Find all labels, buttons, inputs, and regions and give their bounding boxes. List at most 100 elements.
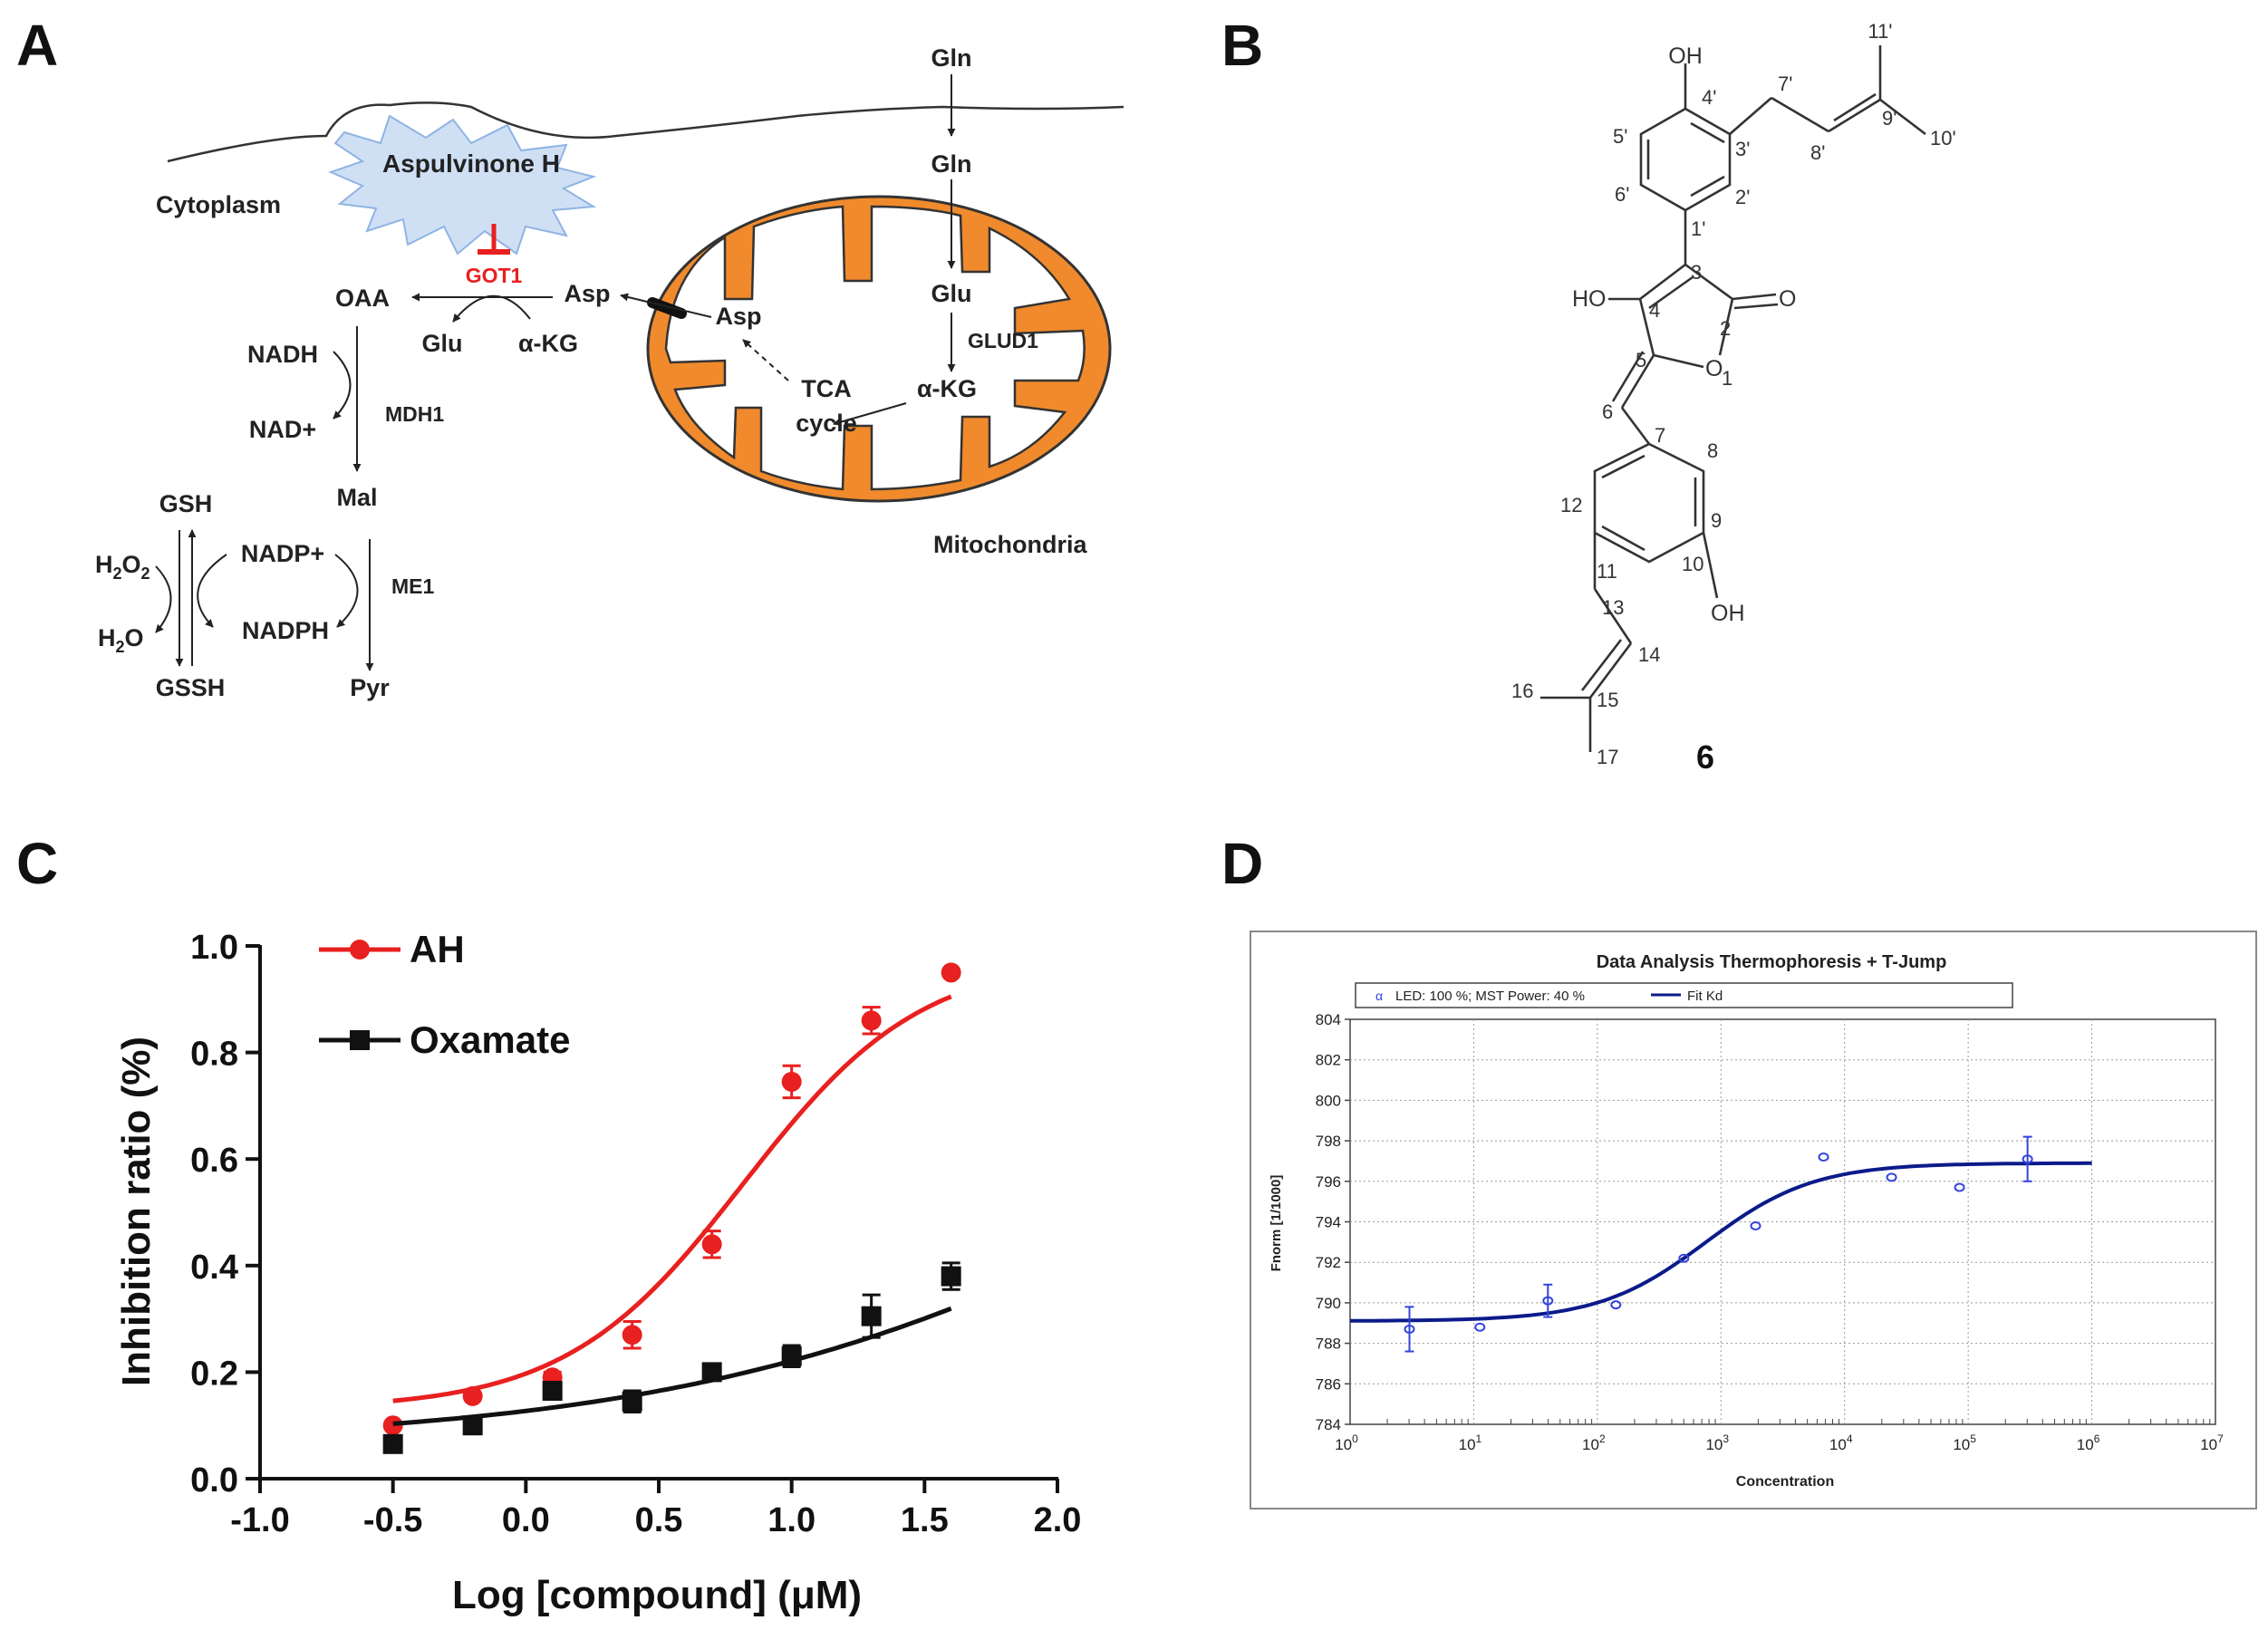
legend-oxamate-label: Oxamate bbox=[410, 1018, 570, 1061]
h2o-label: H2O bbox=[98, 624, 144, 656]
atom-8: 8 bbox=[1707, 439, 1718, 462]
glud1-label: GLUD1 bbox=[968, 329, 1038, 352]
d-legend-point-symbol: α bbox=[1375, 989, 1383, 1003]
atom-7: 7 bbox=[1655, 424, 1665, 447]
c-xtick-label: 2.0 bbox=[1034, 1501, 1082, 1539]
c-point-oxamate bbox=[462, 1415, 483, 1436]
c-ytick-label: 0.0 bbox=[190, 1461, 238, 1500]
d-legend-line-label: Fit Kd bbox=[1687, 989, 1723, 1004]
c-ytick-label: 0.6 bbox=[190, 1142, 238, 1180]
panel-b-structure: OH 11' 4' 7' 5' 3' 8' 9' 10' 6' 2' 1' 3 … bbox=[1511, 20, 1956, 776]
c-ytick-label: 0.8 bbox=[190, 1036, 238, 1074]
c-x-label: Log [compound] (μM) bbox=[452, 1573, 862, 1617]
c-point-oxamate bbox=[622, 1391, 642, 1412]
d-ytick-label: 788 bbox=[1316, 1336, 1341, 1353]
oh-top: OH bbox=[1668, 43, 1703, 69]
panel-label-d: D bbox=[1221, 831, 1263, 896]
gsh-label: GSH bbox=[159, 490, 213, 517]
mal-label: Mal bbox=[336, 484, 377, 511]
atom-16: 16 bbox=[1511, 680, 1533, 702]
atom-17: 17 bbox=[1597, 746, 1618, 768]
c-point-ah bbox=[941, 962, 961, 983]
legend-ah-marker bbox=[350, 940, 370, 960]
d-data-point bbox=[1750, 1220, 1761, 1230]
atom-4p: 4' bbox=[1702, 86, 1716, 109]
d-ytick-label: 792 bbox=[1316, 1254, 1341, 1271]
oh-bottom: OH bbox=[1711, 601, 1745, 626]
d-xtick-label: 105 bbox=[1953, 1432, 1976, 1453]
d-xtick-label: 102 bbox=[1582, 1432, 1606, 1453]
asp-mito: Asp bbox=[715, 303, 761, 330]
structure-bonds bbox=[1540, 45, 1926, 752]
c-point-oxamate bbox=[861, 1306, 882, 1326]
cell-membrane bbox=[167, 101, 1124, 163]
atom-2p: 2' bbox=[1735, 186, 1750, 208]
atom-6p: 6' bbox=[1615, 183, 1629, 206]
atom-5p: 5' bbox=[1613, 125, 1627, 148]
mitochondria-label: Mitochondria bbox=[933, 531, 1087, 558]
d-ytick-label: 802 bbox=[1316, 1052, 1341, 1069]
akg-mito: α-KG bbox=[917, 375, 977, 402]
d-data-point bbox=[1886, 1172, 1897, 1182]
c-xtick-label: 0.0 bbox=[502, 1501, 550, 1539]
d-data-point bbox=[1474, 1322, 1486, 1332]
c-ytick-label: 0.2 bbox=[190, 1355, 238, 1393]
c-point-ah bbox=[861, 1010, 882, 1031]
atom-7p: 7' bbox=[1778, 72, 1792, 95]
atom-14: 14 bbox=[1638, 643, 1660, 666]
glu-mito: Glu bbox=[931, 280, 972, 307]
d-ytick-label: 786 bbox=[1316, 1375, 1341, 1393]
d-data-point bbox=[1954, 1182, 1965, 1192]
panel-a-pathway: Aspulvinone H Cytoplasm GOT1 Mitochondri… bbox=[95, 44, 1124, 701]
panel-c-chart: 0.0 0.2 0.4 0.6 0.8 1.0 -1.0 -0.5 0.0 0.5 1.0 1.5 2… bbox=[114, 928, 1081, 1617]
d-xtick-label: 104 bbox=[1829, 1432, 1853, 1453]
asp-cyto: Asp bbox=[564, 280, 610, 307]
c-point-oxamate bbox=[382, 1433, 403, 1454]
c-xtick-label: -1.0 bbox=[230, 1501, 289, 1539]
d-xtick-label: 101 bbox=[1459, 1432, 1482, 1453]
d-data-point bbox=[1818, 1152, 1829, 1162]
nadp-label: NADP+ bbox=[241, 540, 324, 567]
d-ytick-label: 794 bbox=[1316, 1214, 1341, 1231]
c-xtick-label: 0.5 bbox=[635, 1501, 683, 1539]
atom-3p: 3' bbox=[1735, 138, 1750, 160]
d-ytick-label: 790 bbox=[1316, 1295, 1341, 1312]
me1-label: ME1 bbox=[391, 574, 435, 598]
c-ytick-label: 0.4 bbox=[190, 1249, 238, 1287]
aspulvinone-h-starburst bbox=[328, 114, 597, 256]
d-data-point bbox=[1610, 1300, 1622, 1310]
d-legend-point-label: LED: 100 %; MST Power: 40 % bbox=[1395, 989, 1585, 1004]
cytoplasm-label: Cytoplasm bbox=[156, 191, 281, 218]
c-point-oxamate bbox=[941, 1266, 961, 1287]
c-legend: AH Oxamate bbox=[319, 928, 570, 1061]
d-ytick-label: 784 bbox=[1316, 1416, 1341, 1433]
c-point-oxamate bbox=[701, 1362, 722, 1383]
d-xtick-label: 107 bbox=[2200, 1432, 2224, 1453]
atom-11: 11 bbox=[1597, 560, 1617, 583]
gln-outside: Gln bbox=[931, 44, 972, 72]
compound-number: 6 bbox=[1696, 738, 1714, 776]
atom-2: 2 bbox=[1720, 317, 1731, 340]
c-point-ah bbox=[462, 1385, 483, 1406]
d-data-point bbox=[1404, 1324, 1415, 1334]
c-fit-curve-ah bbox=[392, 994, 952, 1403]
atom-6: 6 bbox=[1602, 400, 1613, 423]
c-y-label: Inhibition ratio (%) bbox=[114, 1037, 159, 1386]
atom-9: 9 bbox=[1711, 509, 1722, 532]
atom-15: 15 bbox=[1597, 689, 1618, 711]
c-xtick-label: 1.0 bbox=[767, 1501, 816, 1539]
tca-label: TCA bbox=[801, 375, 852, 402]
atom-1p: 1' bbox=[1691, 217, 1705, 240]
atom-9p: 9' bbox=[1882, 107, 1896, 130]
d-xtick-label: 103 bbox=[1705, 1432, 1729, 1453]
mitochondrion-cristae bbox=[664, 205, 1086, 491]
gssh-label: GSSH bbox=[156, 674, 226, 701]
c-xtick-label: -0.5 bbox=[363, 1501, 422, 1539]
legend-oxamate-marker bbox=[350, 1030, 370, 1050]
gln-inside: Gln bbox=[931, 150, 972, 178]
c-point-oxamate bbox=[781, 1345, 802, 1366]
c-point-oxamate bbox=[542, 1380, 563, 1401]
d-y-label: Fnorm [1/1000] bbox=[1269, 1175, 1284, 1272]
d-ytick-label: 796 bbox=[1316, 1173, 1341, 1191]
atom-10p: 10' bbox=[1930, 127, 1956, 149]
